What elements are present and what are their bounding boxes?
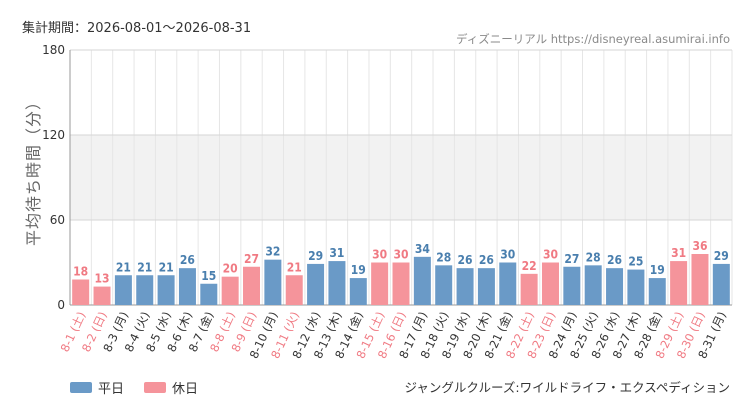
holiday-swatch bbox=[144, 382, 167, 393]
y-tick-label: 180 bbox=[42, 43, 65, 57]
bar bbox=[670, 261, 688, 305]
bar bbox=[606, 268, 624, 305]
legend: 平日 休日 bbox=[70, 378, 198, 397]
attraction-name: ジャングルクルーズ:ワイルドライフ・エクスペディション bbox=[404, 380, 730, 395]
data-label: 21 bbox=[159, 260, 174, 274]
legend-label-weekday: 平日 bbox=[98, 382, 125, 397]
bar bbox=[584, 265, 602, 305]
bar bbox=[200, 283, 218, 305]
bar bbox=[264, 259, 282, 305]
bar bbox=[371, 262, 389, 305]
data-label: 28 bbox=[586, 250, 601, 264]
data-label: 19 bbox=[351, 263, 366, 277]
data-label: 26 bbox=[180, 253, 195, 267]
data-label: 28 bbox=[436, 250, 451, 264]
bar bbox=[114, 275, 132, 305]
legend-label-holiday: 休日 bbox=[172, 382, 199, 397]
data-label: 18 bbox=[73, 265, 88, 279]
bar bbox=[243, 266, 261, 305]
bar bbox=[349, 278, 367, 305]
bar bbox=[136, 275, 154, 305]
bar bbox=[392, 262, 410, 305]
bar bbox=[413, 256, 431, 305]
source-credit: ディズニーリアル https://disneyreal.asumirai.inf… bbox=[456, 32, 730, 46]
data-label: 26 bbox=[458, 253, 473, 267]
data-label: 25 bbox=[628, 255, 643, 269]
bar bbox=[157, 275, 175, 305]
data-label: 30 bbox=[372, 248, 387, 262]
bar bbox=[648, 278, 666, 305]
data-label: 15 bbox=[201, 269, 216, 283]
y-tick-label: 0 bbox=[57, 298, 65, 312]
bar bbox=[477, 268, 495, 305]
period-label: 集計期間：2026-08-01～2026-08-31 bbox=[22, 21, 252, 36]
data-label: 27 bbox=[564, 252, 579, 266]
data-label: 34 bbox=[415, 242, 431, 256]
bar bbox=[541, 262, 559, 305]
bar bbox=[456, 268, 474, 305]
data-label: 22 bbox=[522, 259, 537, 273]
y-tick-label: 60 bbox=[50, 213, 65, 227]
weekday-swatch bbox=[70, 382, 92, 393]
bar bbox=[499, 262, 517, 305]
data-label: 31 bbox=[671, 246, 686, 260]
data-label: 30 bbox=[393, 248, 408, 262]
bar bbox=[435, 265, 453, 305]
data-label: 21 bbox=[116, 260, 131, 274]
bar bbox=[93, 286, 111, 305]
legend-item-holiday: 休日 bbox=[144, 378, 198, 397]
bar bbox=[221, 276, 239, 305]
data-label: 20 bbox=[223, 262, 238, 276]
legend-item-weekday: 平日 bbox=[70, 378, 124, 397]
data-label: 30 bbox=[543, 248, 558, 262]
data-label: 30 bbox=[500, 248, 515, 262]
bar bbox=[520, 273, 538, 305]
data-label: 36 bbox=[692, 239, 707, 253]
bar bbox=[285, 275, 303, 305]
bar bbox=[307, 263, 325, 305]
bar bbox=[328, 261, 346, 305]
data-label: 13 bbox=[95, 272, 110, 286]
data-label: 31 bbox=[329, 246, 344, 260]
data-label: 27 bbox=[244, 252, 259, 266]
bar bbox=[72, 279, 90, 305]
data-label: 21 bbox=[287, 260, 302, 274]
data-label: 19 bbox=[650, 263, 665, 277]
bar bbox=[712, 263, 730, 305]
shaded-band bbox=[70, 135, 732, 220]
data-label: 32 bbox=[265, 245, 280, 259]
data-label: 21 bbox=[137, 260, 152, 274]
bar bbox=[691, 254, 709, 305]
bar bbox=[627, 269, 645, 305]
bar bbox=[563, 266, 581, 305]
data-label: 26 bbox=[479, 253, 494, 267]
data-label: 29 bbox=[308, 249, 323, 263]
bar bbox=[178, 268, 196, 305]
y-tick-label: 120 bbox=[42, 128, 65, 142]
data-label: 26 bbox=[607, 253, 622, 267]
data-label: 29 bbox=[714, 249, 729, 263]
